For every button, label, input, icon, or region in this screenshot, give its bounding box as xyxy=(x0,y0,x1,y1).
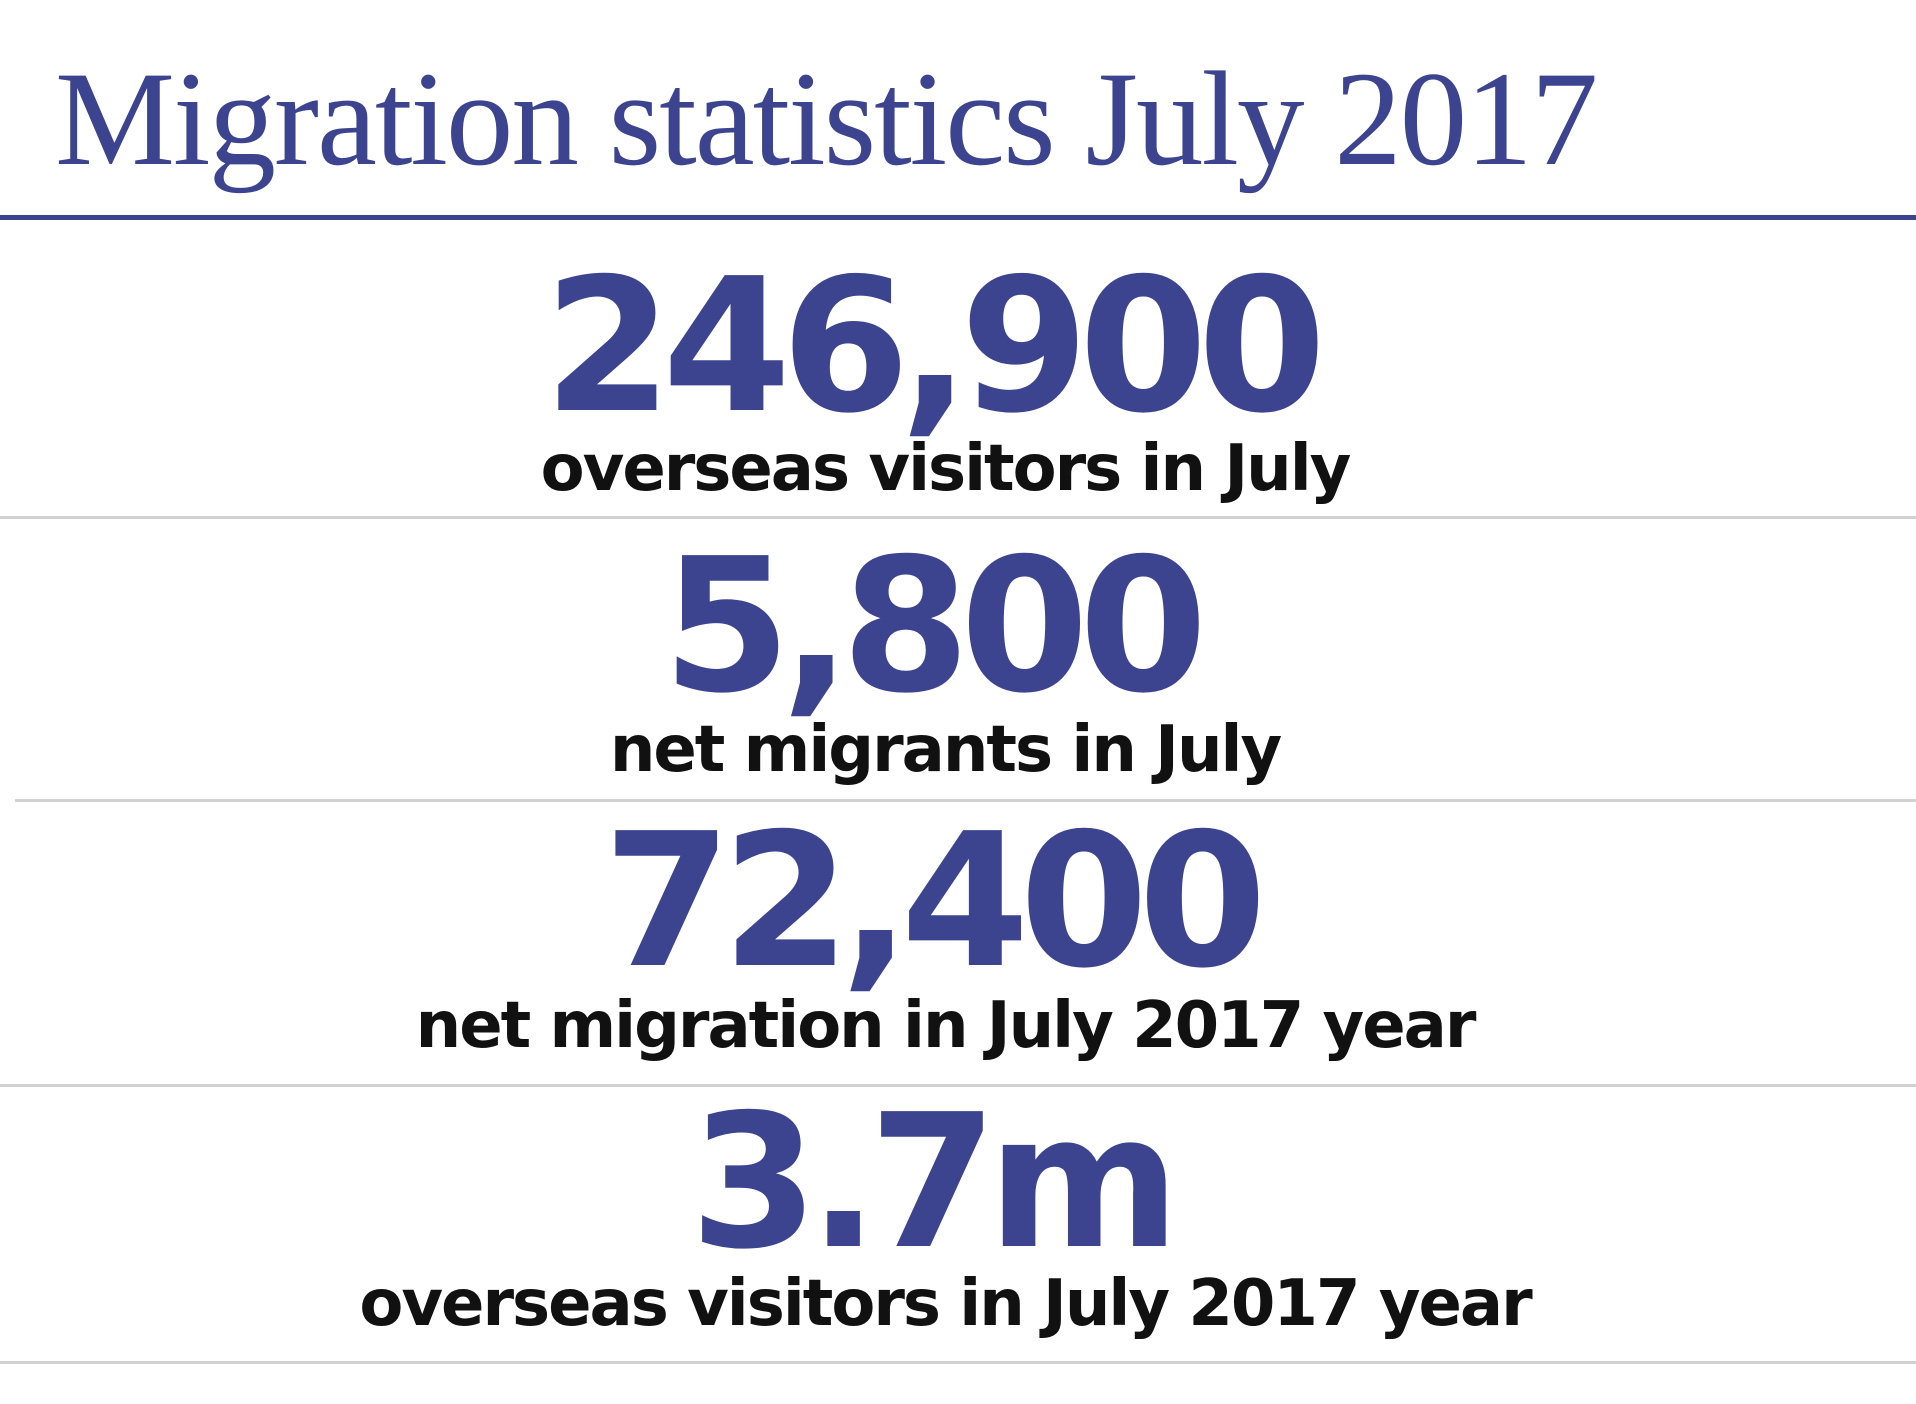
divider xyxy=(0,1084,1916,1087)
stat-label-net-migration-year: net migration in July 2017 year xyxy=(415,989,1477,1063)
divider xyxy=(0,516,1916,519)
stat-label-overseas-visitors-year: overseas visitors in July 2017 year xyxy=(359,1267,1532,1341)
stat-value-net-migration-year: 72,400 xyxy=(603,793,1267,1009)
stat-value-overseas-visitors-year: 3.7m xyxy=(689,1074,1181,1290)
divider xyxy=(15,799,1916,802)
stat-value-overseas-visitors-july: 246,900 xyxy=(543,238,1327,454)
stat-label-net-migrants-july: net migrants in July xyxy=(609,713,1282,787)
page-title: Migration statistics July 2017 xyxy=(55,45,1598,194)
stat-value-net-migrants-july: 5,800 xyxy=(662,518,1207,734)
title-divider xyxy=(0,215,1916,220)
divider xyxy=(0,1361,1916,1364)
stat-label-overseas-visitors-july: overseas visitors in July xyxy=(540,432,1352,506)
